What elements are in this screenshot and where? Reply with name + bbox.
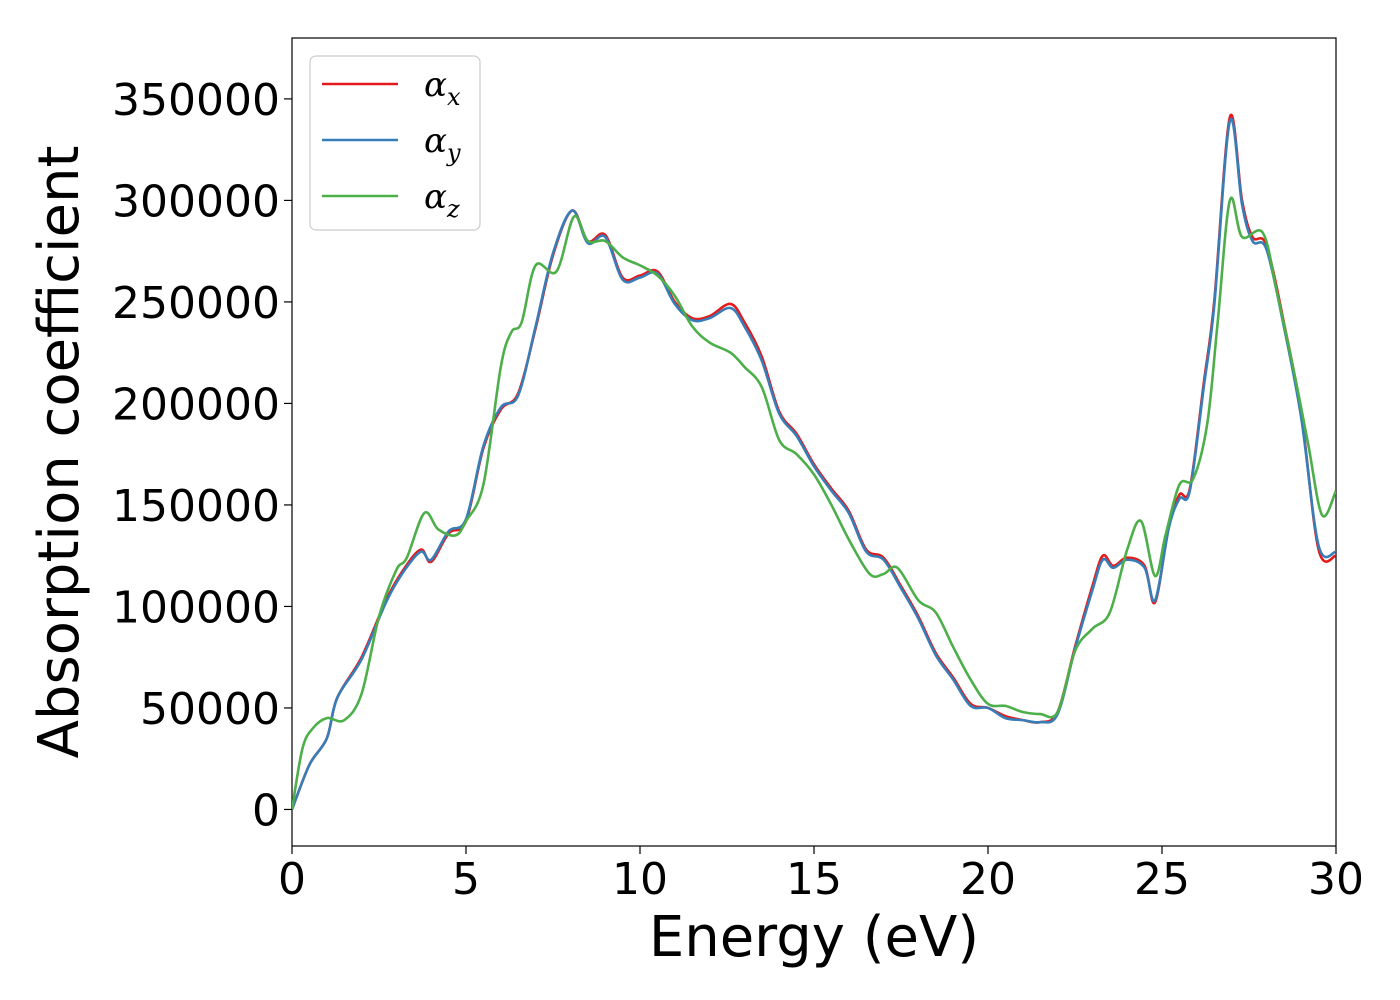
legend-label-y: αy [424, 121, 461, 167]
x-tick-label: 20 [960, 854, 1016, 905]
y-tick-label: 0 [252, 785, 280, 836]
legend-box [309, 55, 481, 231]
y-tick-label: 200000 [112, 379, 280, 430]
series-line-y [292, 117, 1336, 810]
y-tick-label: 250000 [112, 278, 280, 329]
y-tick-label: 50000 [140, 684, 280, 735]
legend-label-x: αx [424, 65, 461, 111]
x-tick-label: 25 [1134, 854, 1190, 905]
x-axis-title: Energy (eV) [649, 905, 979, 970]
y-tick-label: 150000 [112, 481, 280, 532]
x-tick-label: 0 [278, 854, 306, 905]
legend-label-z: αz [424, 177, 460, 223]
y-tick-label: 300000 [112, 176, 280, 227]
y-tick-label: 350000 [112, 75, 280, 126]
x-axis: 0 5 10 15 20 25 30 [278, 846, 1364, 905]
series-line-z [292, 196, 1336, 810]
x-tick-label: 5 [452, 854, 480, 905]
y-axis: 0 50000 100000 150000 200000 250000 300000 3500… [112, 75, 292, 836]
series-layer [292, 113, 1336, 810]
y-tick-label: 100000 [112, 582, 280, 633]
y-axis-title: Absorption coefficient [27, 146, 92, 759]
x-tick-label: 10 [612, 854, 668, 905]
legend: αx αy αz [309, 55, 481, 231]
x-tick-label: 15 [786, 854, 842, 905]
x-tick-label: 30 [1308, 854, 1364, 905]
